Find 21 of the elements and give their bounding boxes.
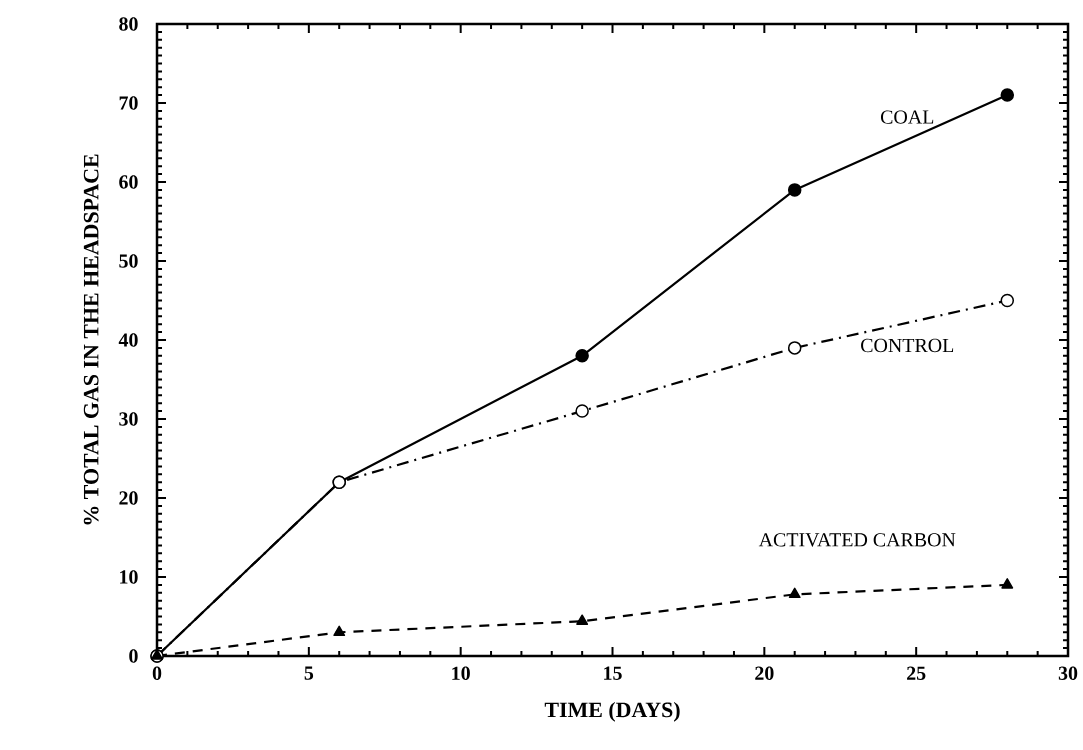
y-tick-label: 60 xyxy=(119,175,138,189)
y-tick-label: 80 xyxy=(119,17,138,31)
y-tick-label: 30 xyxy=(119,412,138,426)
y-tick-label: 10 xyxy=(120,570,138,584)
y-tick-label: 0 xyxy=(129,649,138,663)
y-tick-label: 70 xyxy=(119,96,138,110)
x-tick-label: 20 xyxy=(755,666,774,680)
x-tick-label: 30 xyxy=(1058,666,1078,680)
y-tick-label: 20 xyxy=(119,491,138,505)
y-tick-label: 40 xyxy=(118,333,138,347)
x-tick-label: 5 xyxy=(304,666,314,680)
x-tick-label: 15 xyxy=(604,666,622,680)
x-tick-label: 0 xyxy=(152,666,162,680)
series-label: COAL xyxy=(880,110,934,124)
x-tick-label: 10 xyxy=(452,666,470,680)
text: ACTIVATED CARBON xyxy=(758,533,956,547)
x-tick-label: 25 xyxy=(907,666,926,680)
series-label: CONTROL xyxy=(861,338,954,353)
y-tick-label: 50 xyxy=(119,254,138,268)
x-axis-title: TIME (DAYS) xyxy=(544,701,680,722)
y-axis-title: % TOTAL GAS IN THE HEADSPACE xyxy=(83,154,99,525)
